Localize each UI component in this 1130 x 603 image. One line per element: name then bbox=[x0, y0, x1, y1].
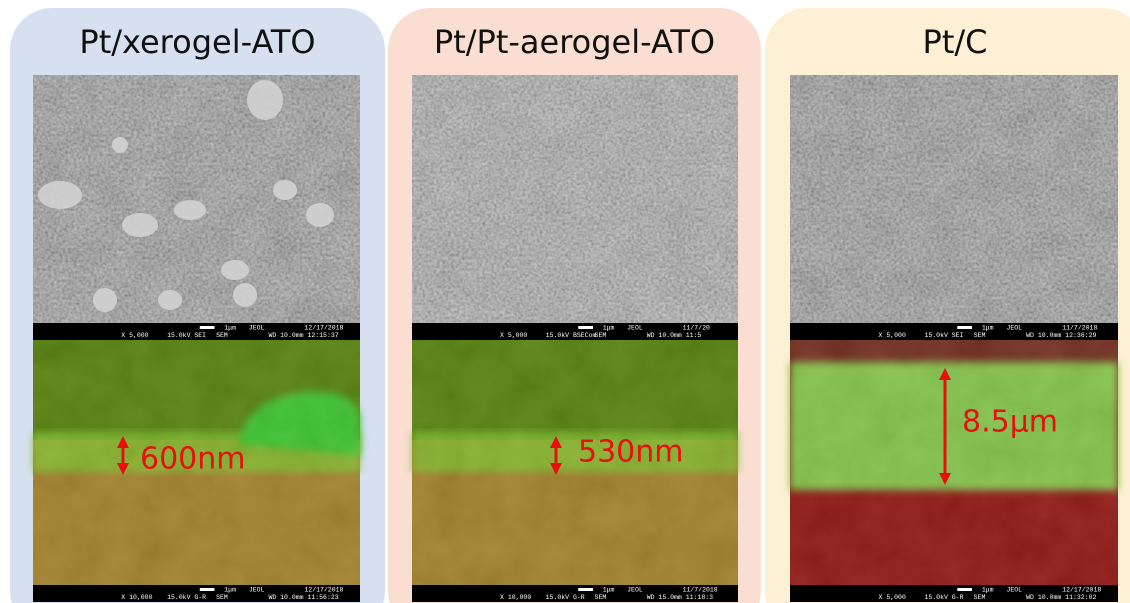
panel: Pt/xerogel-ATO 1μm JEOL 12/17/2018 X 5,000 15… bbox=[10, 8, 385, 603]
info-text: WD 10.0mm 12:36:29 bbox=[1026, 332, 1096, 339]
info-text: 12/17/2018 bbox=[304, 587, 343, 594]
scale-bar bbox=[578, 588, 593, 591]
sem-texture bbox=[412, 75, 738, 323]
info-text: 11/7/2018 bbox=[683, 587, 718, 594]
panel-title: Pt/xerogel-ATO bbox=[79, 23, 315, 61]
image-texture bbox=[790, 340, 1118, 585]
info-text: JEOL bbox=[627, 325, 643, 332]
info-text: SEM bbox=[974, 332, 986, 339]
info-text: 15.0kV SEI bbox=[924, 332, 963, 339]
panel-title: Pt/C bbox=[923, 23, 988, 61]
panel: Pt/C 1μm JEOL 11/7/2018 X 5,000 15.0kV SEI SEM… bbox=[765, 8, 1130, 603]
info-text: 15.0kV SEI bbox=[167, 332, 206, 339]
info-text: 1μm bbox=[982, 587, 994, 594]
particle bbox=[122, 213, 158, 237]
info-text: 15.0kV G-R bbox=[546, 594, 585, 601]
sem-texture bbox=[790, 75, 1118, 323]
scale-bar bbox=[200, 326, 215, 329]
info-text: WD 10.0mm 11:56:23 bbox=[268, 594, 338, 601]
info-text: SEM bbox=[216, 594, 228, 601]
particle bbox=[247, 80, 283, 120]
info-text: SEM bbox=[216, 332, 228, 339]
particle bbox=[233, 283, 257, 307]
info-text: 1μm bbox=[224, 325, 236, 332]
info-text: SEM bbox=[974, 594, 986, 601]
info-text: JEOL bbox=[627, 587, 643, 594]
particle bbox=[174, 200, 206, 220]
scale-bar bbox=[957, 326, 972, 329]
particle bbox=[273, 180, 297, 200]
info-text: WD 10.0mm 11:5 bbox=[647, 332, 702, 339]
info-text: JEOL bbox=[1006, 587, 1022, 594]
particle bbox=[38, 181, 82, 209]
info-text: 1μm bbox=[982, 325, 994, 332]
sem-texture bbox=[33, 75, 360, 323]
info-text: X 5,000 bbox=[879, 332, 906, 339]
thickness-label: 8.5μm bbox=[962, 405, 1058, 440]
particle bbox=[158, 290, 182, 310]
scale-bar bbox=[578, 326, 593, 329]
info-text: JEOL bbox=[1006, 325, 1022, 332]
figure: Pt/xerogel-ATO 1μm JEOL 12/17/2018 X 5,000 15… bbox=[0, 0, 1130, 603]
thickness-label: 530nm bbox=[578, 435, 684, 470]
panel-title: Pt/Pt-aerogel-ATO bbox=[434, 23, 715, 61]
info-text: X 5,000 bbox=[500, 332, 527, 339]
thickness-label: 600nm bbox=[140, 442, 246, 477]
info-text: 12/17/2018 bbox=[304, 325, 343, 332]
particle bbox=[93, 288, 117, 312]
info-text: 12/17/2018 bbox=[1062, 587, 1101, 594]
info-text: JEOL bbox=[249, 325, 265, 332]
panel: Pt/Pt-aerogel-ATO 1μm JEOL 11/7/20 X 5,000 15… bbox=[388, 8, 761, 603]
scale-bar bbox=[957, 588, 972, 591]
info-text: 15.0kV G-R bbox=[924, 594, 963, 601]
info-text: SEM bbox=[595, 594, 607, 601]
info-text: 1μm bbox=[603, 587, 615, 594]
particle bbox=[221, 260, 249, 280]
image-texture bbox=[412, 340, 738, 585]
info-text: SEM bbox=[595, 332, 607, 339]
info-text: 15.0kV BSECom bbox=[546, 332, 597, 339]
info-text: X 5,000 bbox=[879, 594, 906, 601]
info-text: X 10,000 bbox=[121, 594, 152, 601]
info-text: X 5,000 bbox=[121, 332, 148, 339]
info-text: WD 15.0mm 11:18:3 bbox=[647, 594, 713, 601]
info-text: WD 10.0mm 12:15:37 bbox=[268, 332, 338, 339]
scale-bar bbox=[200, 588, 215, 591]
info-text: 1μm bbox=[603, 325, 615, 332]
info-text: 15.0kV G-R bbox=[167, 594, 206, 601]
particle bbox=[112, 137, 128, 153]
info-text: WD 10.0mm 11:32:02 bbox=[1026, 594, 1096, 601]
info-text: JEOL bbox=[249, 587, 265, 594]
info-text: 1μm bbox=[224, 587, 236, 594]
info-text: 11/7/2018 bbox=[1062, 325, 1097, 332]
info-text: X 10,000 bbox=[500, 594, 531, 601]
particle bbox=[306, 203, 334, 227]
info-text: 11/7/20 bbox=[683, 325, 710, 332]
